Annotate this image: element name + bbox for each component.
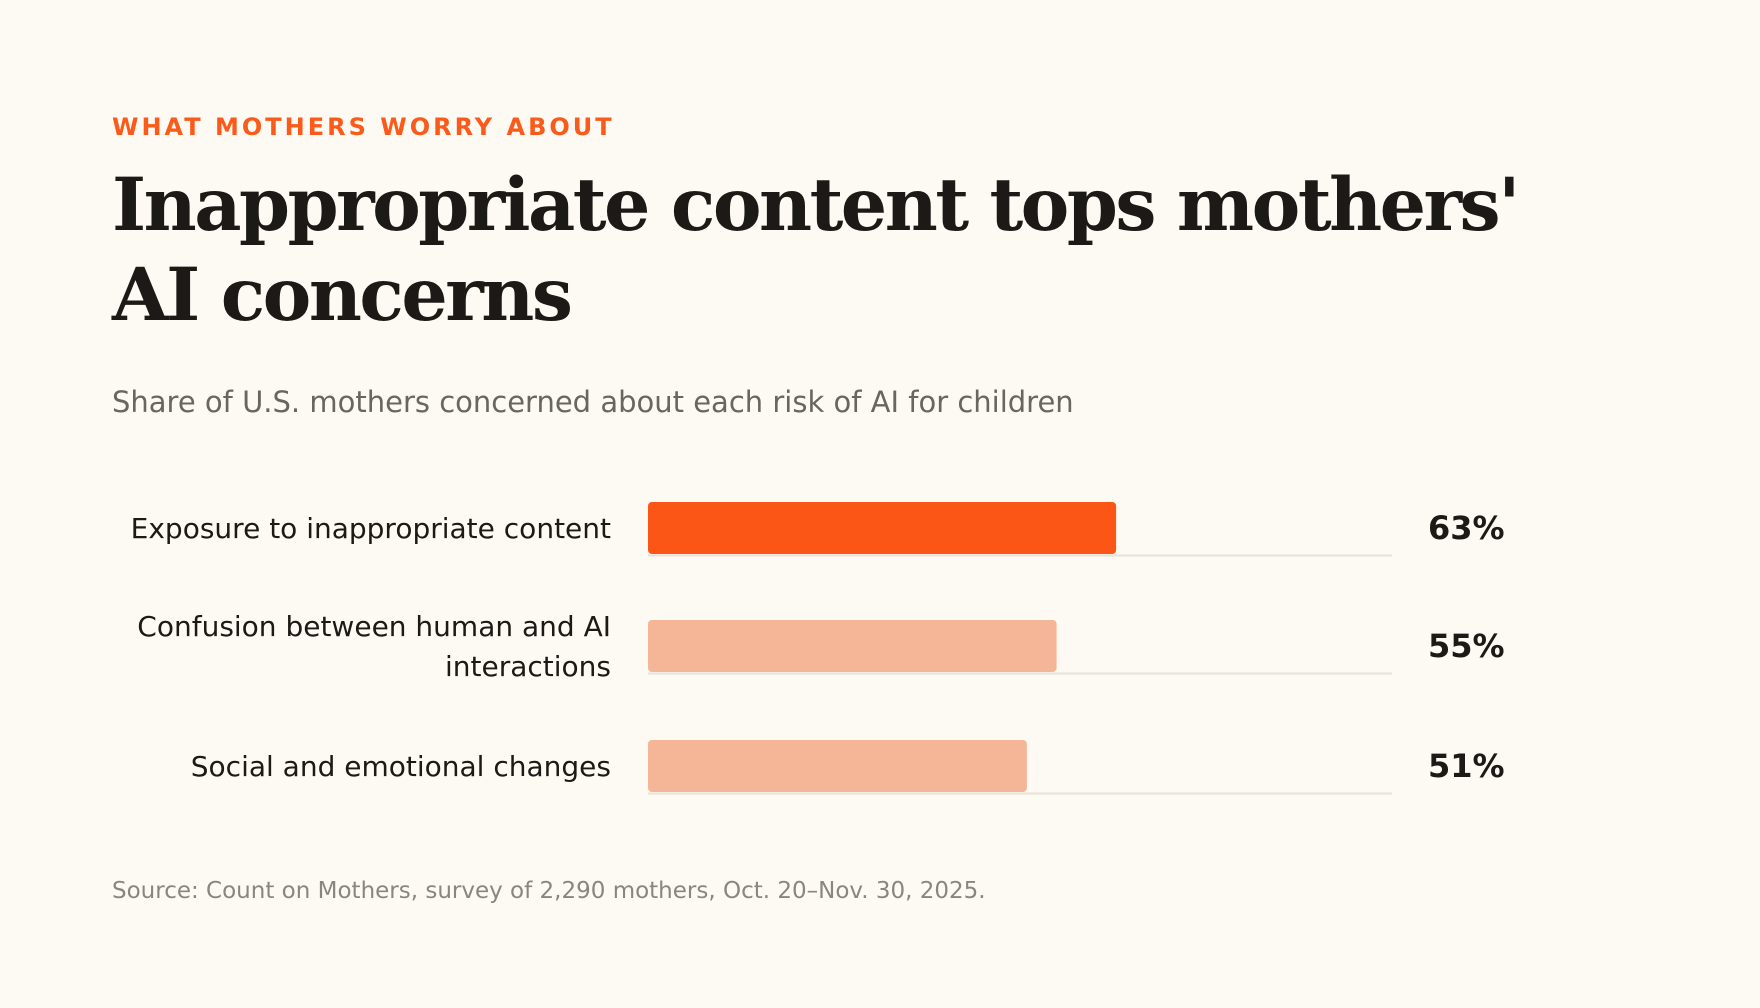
chart-subtitle: Share of U.S. mothers concerned about ea…	[112, 385, 1074, 419]
category-label-1: Exposure to inappropriate content	[131, 512, 611, 545]
chart-title: Inappropriate content tops mothers' AI c…	[112, 162, 1521, 338]
bar-3	[648, 740, 1027, 792]
eyebrow-label: WHAT MOTHERS WORRY ABOUT	[112, 113, 615, 141]
value-label-1: 63%	[1428, 509, 1505, 547]
source-note: Source: Count on Mothers, survey of 2,29…	[112, 878, 986, 904]
category-label-3: Social and emotional changes	[191, 750, 611, 783]
category-label-line: Social and emotional changes	[191, 750, 611, 783]
bar-1	[648, 502, 1117, 554]
value-label-2: 55%	[1428, 627, 1505, 665]
category-label-line: interactions	[445, 650, 611, 683]
category-label-line: Confusion between human and AI	[137, 610, 611, 643]
bar-2	[648, 620, 1057, 672]
value-label-3: 51%	[1428, 747, 1505, 785]
category-label-line: Exposure to inappropriate content	[131, 512, 611, 545]
category-label-2: Confusion between human and AI interactio…	[137, 610, 611, 683]
